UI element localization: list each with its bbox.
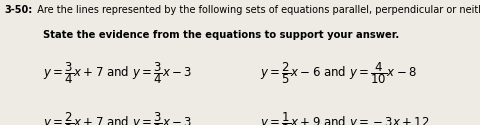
Text: $y = \dfrac{2}{5}x - 6$ and $y = \dfrac{4}{10}x - 8$: $y = \dfrac{2}{5}x - 6$ and $y = \dfrac{… [259,60,416,86]
Text: $y = \dfrac{1}{3}x + 9$ and $y = -3x + 12$: $y = \dfrac{1}{3}x + 9$ and $y = -3x + 1… [259,110,429,125]
Text: $y = \dfrac{2}{3}x + 7$ and $y = \dfrac{3}{2}x - 3$: $y = \dfrac{2}{3}x + 7$ and $y = \dfrac{… [43,110,192,125]
Text: $y = \dfrac{3}{4}x + 7$ and $y = \dfrac{3}{4}x - 3$: $y = \dfrac{3}{4}x + 7$ and $y = \dfrac{… [43,60,192,86]
Text: 3-50:: 3-50: [5,5,33,15]
Text: State the evidence from the equations to support your answer.: State the evidence from the equations to… [43,30,399,40]
Text: Are the lines represented by the following sets of equations parallel, perpendic: Are the lines represented by the followi… [31,5,480,15]
